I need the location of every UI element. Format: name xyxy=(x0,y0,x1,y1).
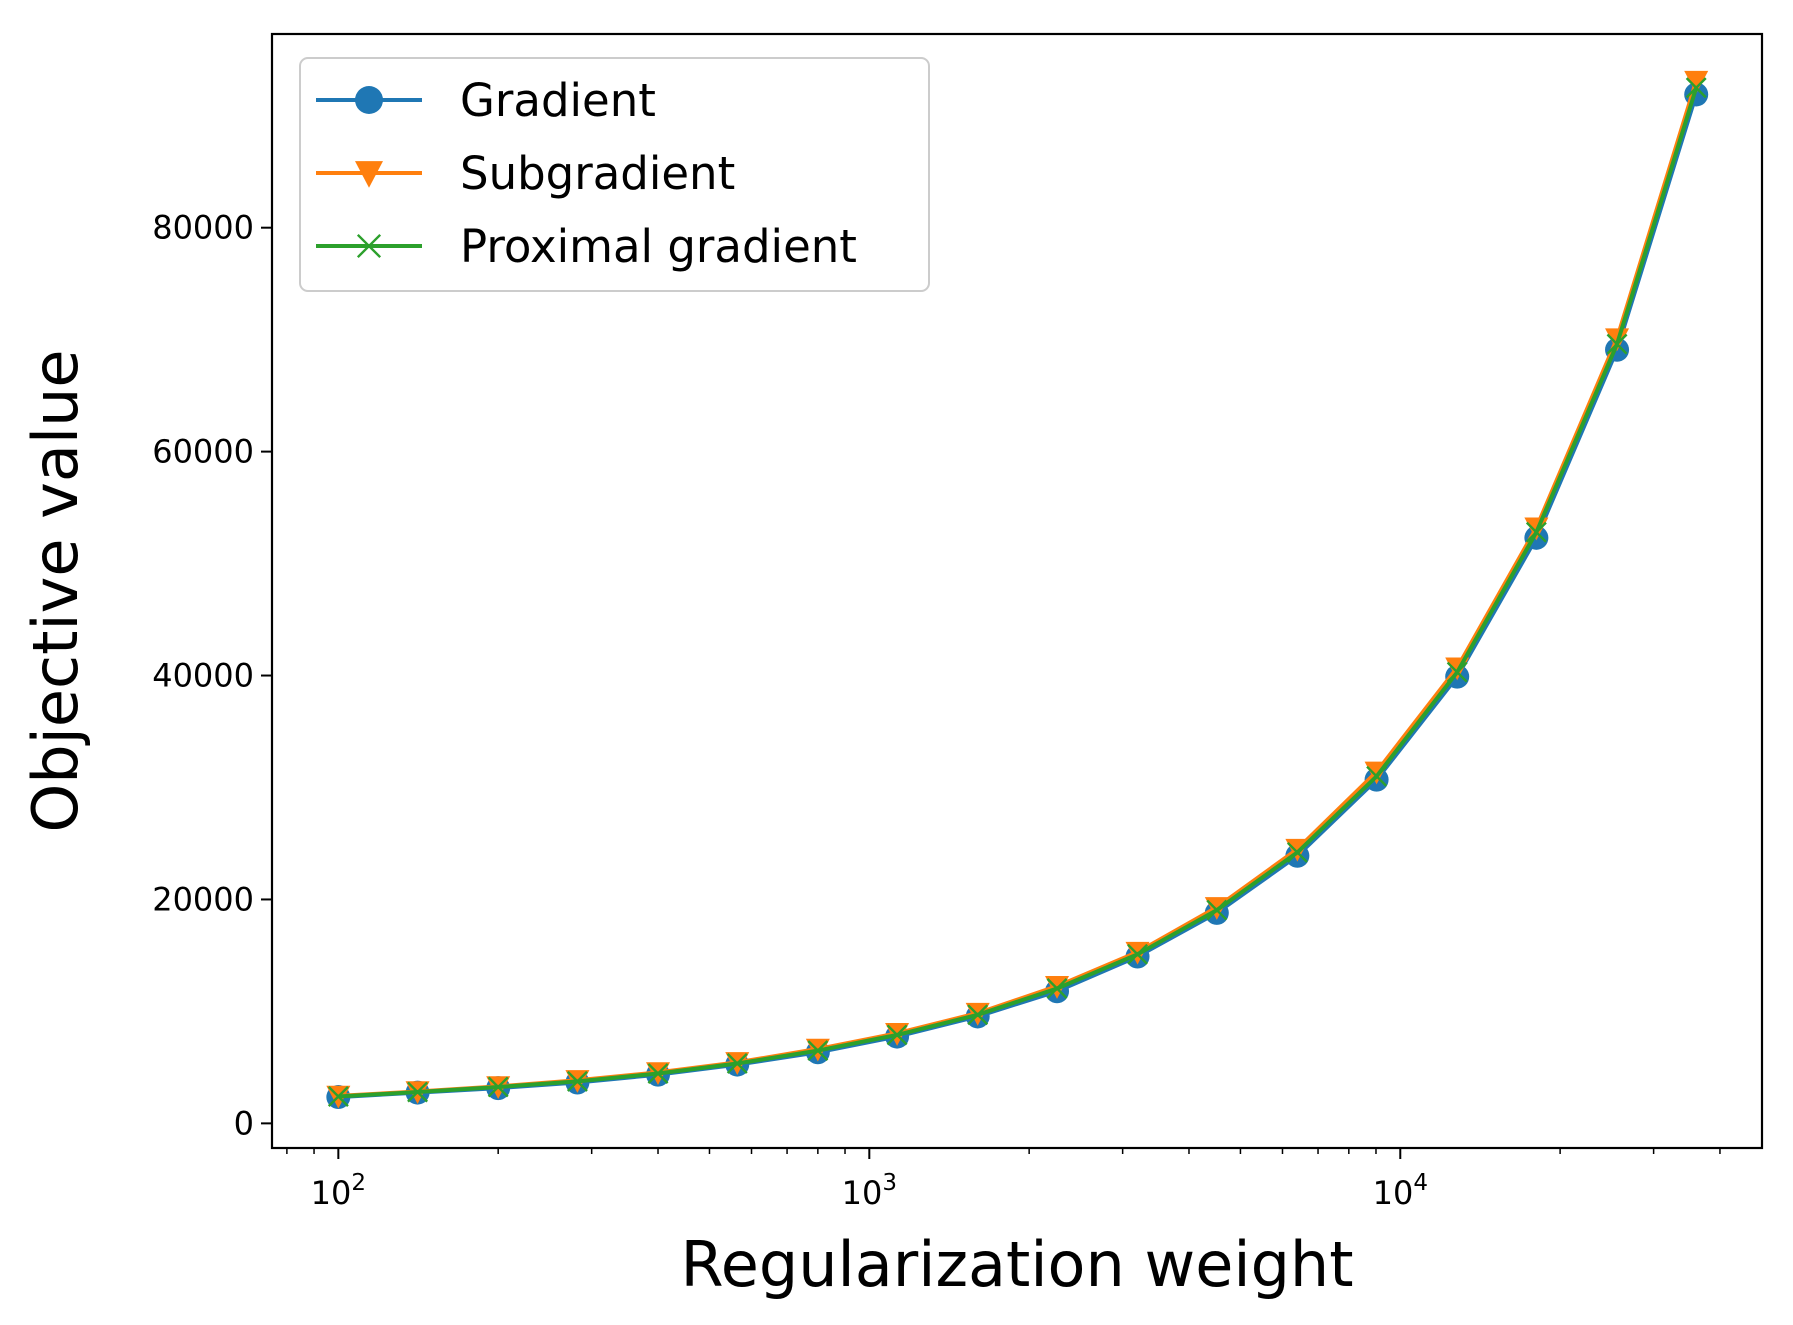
x-tick-exponent: 3 xyxy=(882,1170,897,1196)
x-tick-label: 104 xyxy=(1373,1170,1428,1212)
data-point-x xyxy=(487,1076,509,1098)
legend-label: Gradient xyxy=(460,74,656,127)
data-point-triangle xyxy=(355,161,383,188)
data-point-x xyxy=(1286,841,1308,863)
data-point-x xyxy=(807,1040,829,1062)
legend-box xyxy=(299,57,930,292)
x-axis-title: Regularization weight xyxy=(680,1228,1353,1301)
x-tick-label: 103 xyxy=(842,1170,897,1212)
data-point-x xyxy=(566,1070,588,1092)
data-point-x xyxy=(1127,943,1148,965)
data-point-x xyxy=(726,1053,748,1074)
y-tick-label: 80000 xyxy=(152,209,254,247)
x-tick-exponent: 2 xyxy=(351,1170,366,1196)
y-axis-title: Objective value xyxy=(19,349,92,832)
x-tick-base: 10 xyxy=(311,1174,352,1212)
data-point-x xyxy=(1606,333,1628,355)
plot-frame xyxy=(270,32,1764,1150)
x-tick-base: 10 xyxy=(842,1174,883,1212)
data-point-x xyxy=(1046,978,1068,999)
x-tick-base: 10 xyxy=(1373,1174,1414,1212)
data-point-x xyxy=(1685,77,1707,99)
y-tick-label: 0 xyxy=(234,1104,254,1142)
data-point-x xyxy=(647,1063,669,1084)
series-line xyxy=(338,87,1699,1099)
y-tick-label: 40000 xyxy=(152,657,254,695)
data-point-x xyxy=(1446,661,1468,683)
data-point-x xyxy=(1366,765,1388,787)
data-point-x xyxy=(967,1004,989,1026)
plot-area xyxy=(326,70,1709,1110)
data-point-triangle xyxy=(1684,70,1709,94)
x-tick-label: 102 xyxy=(311,1170,366,1212)
data-point-x xyxy=(1525,521,1547,543)
data-point-x xyxy=(407,1081,429,1103)
x-tick-exponent: 4 xyxy=(1413,1170,1428,1196)
data-point-circle xyxy=(355,86,383,114)
data-point-x xyxy=(356,233,382,259)
data-point-x xyxy=(886,1024,908,1046)
y-tick-label: 60000 xyxy=(152,433,254,471)
legend-label: Subgradient xyxy=(460,147,735,200)
legend: Gradient Subgradient Proximal gradient xyxy=(299,57,930,292)
data-point-x xyxy=(1206,899,1228,921)
legend-label: Proximal gradient xyxy=(460,220,857,273)
data-point-x xyxy=(327,1086,349,1107)
y-tick-label: 20000 xyxy=(152,880,254,918)
